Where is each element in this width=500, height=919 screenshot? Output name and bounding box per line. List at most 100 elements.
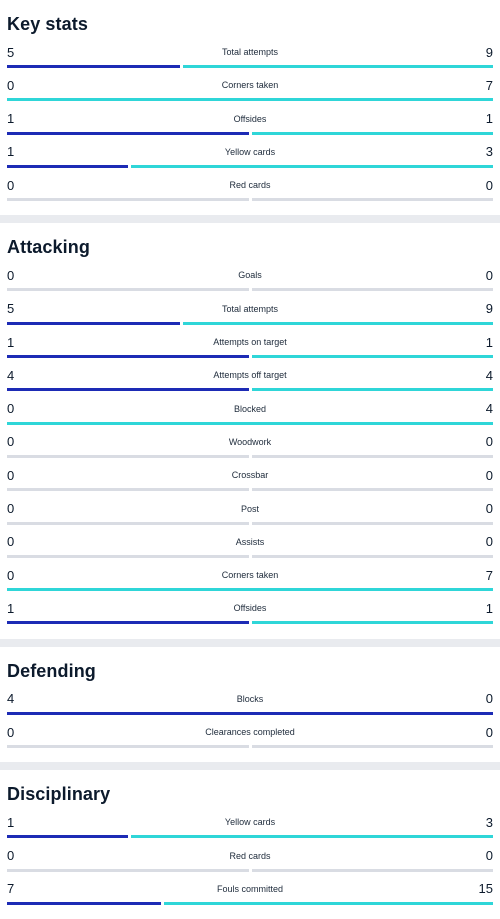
stat-label: Fouls committed xyxy=(216,883,284,894)
stat-row-blocks: 4 Blocks 0 xyxy=(7,690,493,723)
stat-label: Corners taken xyxy=(221,570,279,581)
away-value: 0 xyxy=(485,534,493,550)
stat-label: Goals xyxy=(238,270,262,281)
stat-label: Total attempts xyxy=(221,303,279,314)
home-value: 0 xyxy=(7,77,15,93)
stat-row-red-cards: 0 Red cards 0 xyxy=(7,847,493,880)
stat-head: 0 Crossbar 0 xyxy=(7,466,493,484)
home-value: 0 xyxy=(7,177,15,193)
away-value: 1 xyxy=(485,334,493,350)
disciplinary-section: Disciplinary 1 Yellow cards 3 0 Red cards 0 7 Fo… xyxy=(0,770,500,919)
away-bar xyxy=(163,901,493,905)
section-title: Attacking xyxy=(7,237,90,258)
stat-label: Crossbar xyxy=(231,470,269,481)
away-bar xyxy=(182,321,493,325)
away-bar xyxy=(251,288,493,292)
stat-head: 1 Yellow cards 3 xyxy=(7,813,493,831)
section-title: Key stats xyxy=(7,14,88,34)
away-value: 3 xyxy=(485,144,493,160)
home-value: 4 xyxy=(7,367,15,383)
stat-row-corners-taken: 0 Corners taken 7 xyxy=(7,76,493,109)
home-bar xyxy=(7,131,249,135)
home-bar xyxy=(7,454,249,458)
section-title: Defending xyxy=(7,660,96,681)
stat-head: 1 Offsides 1 xyxy=(7,599,493,617)
stat-label: Attempts off target xyxy=(213,370,287,381)
stat-row-corners-taken: 0 Corners taken 7 xyxy=(7,566,493,599)
home-value: 0 xyxy=(7,567,15,583)
comparison-bar xyxy=(7,131,493,135)
stat-label: Red cards xyxy=(229,850,271,861)
home-bar xyxy=(7,388,249,392)
away-value: 9 xyxy=(485,44,493,60)
away-bar xyxy=(182,65,493,68)
comparison-bar xyxy=(7,454,493,458)
home-bar xyxy=(7,521,249,525)
away-bar xyxy=(251,488,493,492)
comparison-bar xyxy=(7,198,493,202)
stat-label: Blocks xyxy=(236,693,264,704)
stat-head: 0 Woodwork 0 xyxy=(7,433,493,451)
away-value: 0 xyxy=(485,691,493,707)
stat-label: Clearances completed xyxy=(205,727,295,738)
home-bar xyxy=(7,868,249,872)
away-bar xyxy=(251,868,493,872)
home-value: 1 xyxy=(7,334,15,350)
home-value: 1 xyxy=(7,111,15,127)
home-value: 7 xyxy=(7,881,15,897)
away-value: 3 xyxy=(485,814,493,830)
home-value: 0 xyxy=(7,401,15,417)
comparison-bar xyxy=(7,288,493,292)
stat-head: 0 Post 0 xyxy=(7,500,493,518)
home-value: 5 xyxy=(7,301,15,317)
away-value: 0 xyxy=(485,501,493,517)
home-value: 0 xyxy=(7,848,15,864)
stat-label: Corners taken xyxy=(221,80,279,91)
stat-head: 0 Red cards 0 xyxy=(7,847,493,865)
comparison-bar xyxy=(7,521,493,525)
home-value: 4 xyxy=(7,691,15,707)
comparison-bar xyxy=(7,621,493,625)
stat-row-goals: 0 Goals 0 xyxy=(7,266,493,299)
comparison-bar xyxy=(7,164,493,168)
away-value: 0 xyxy=(485,434,493,450)
home-bar xyxy=(7,835,128,839)
stat-head: 0 Assists 0 xyxy=(7,533,493,551)
comparison-bar xyxy=(7,421,493,425)
away-bar xyxy=(251,131,493,135)
home-bar xyxy=(7,488,249,492)
away-bar xyxy=(251,454,493,458)
stat-label: Total attempts xyxy=(221,47,279,57)
stat-label: Blocked xyxy=(233,403,267,414)
comparison-bar xyxy=(7,388,493,392)
stat-row-crossbar: 0 Crossbar 0 xyxy=(7,466,493,499)
away-value: 7 xyxy=(485,77,493,93)
away-bar xyxy=(130,164,493,168)
home-bar xyxy=(7,621,249,625)
away-bar xyxy=(251,198,493,202)
stat-row-offsides: 1 Offsides 1 xyxy=(7,599,493,632)
away-value: 1 xyxy=(485,111,493,127)
away-value: 0 xyxy=(485,177,493,193)
stat-row-attempts-off-target: 4 Attempts off target 4 xyxy=(7,366,493,399)
defending-section: Defending 4 Blocks 0 0 Clearances completed 0 xyxy=(0,646,500,763)
stat-head: 1 Attempts on target 1 xyxy=(7,333,493,351)
stat-head: 5 Total attempts 9 xyxy=(7,43,493,61)
home-value: 0 xyxy=(7,434,15,450)
stat-row-offsides: 1 Offsides 1 xyxy=(7,110,493,143)
stat-head: 1 Yellow cards 3 xyxy=(7,143,493,161)
stat-head: 5 Total attempts 9 xyxy=(7,300,493,318)
stat-row-red-cards: 0 Red cards 0 xyxy=(7,176,493,209)
away-value: 4 xyxy=(485,401,493,417)
home-value: 1 xyxy=(7,600,15,616)
comparison-bar xyxy=(7,554,493,558)
stat-head: 7 Fouls committed 15 xyxy=(7,880,493,898)
home-value: 1 xyxy=(7,144,15,160)
stat-label: Attempts on target xyxy=(213,337,287,348)
comparison-bar xyxy=(7,868,493,872)
stat-row-total-attempts: 5 Total attempts 9 xyxy=(7,300,493,333)
attacking-section: Attacking 0 Goals 0 5 Total attempts 9 1 Attempt… xyxy=(0,223,500,639)
away-value: 7 xyxy=(485,567,493,583)
stat-row-yellow-cards: 1 Yellow cards 3 xyxy=(7,813,493,846)
